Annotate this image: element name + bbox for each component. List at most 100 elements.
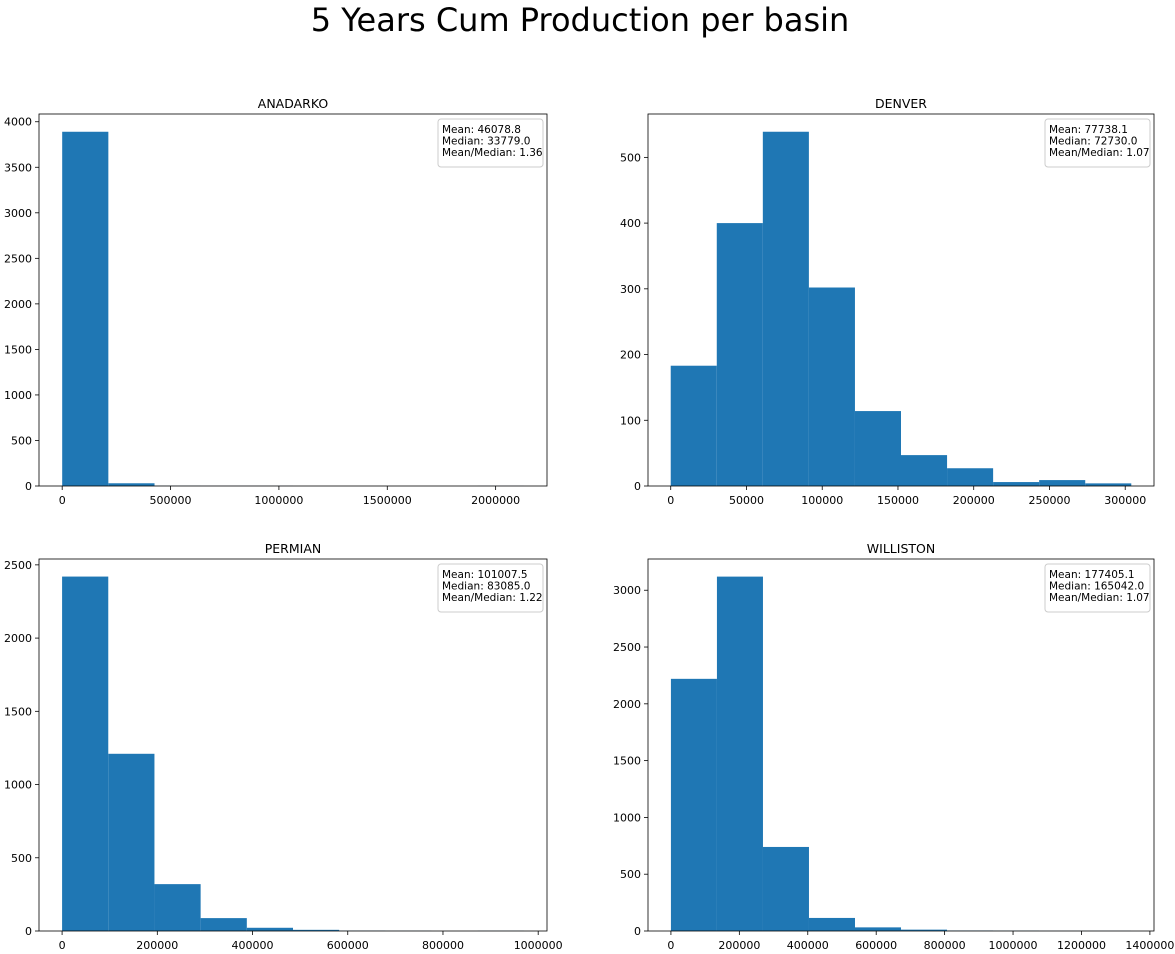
y-tick-label: 2000 — [613, 698, 641, 711]
histogram-bar — [993, 482, 1040, 486]
y-tick-label: 2500 — [4, 252, 32, 265]
subplot-permian: 0 200000 400000 600000 800000 1000000 0 500 1000… — [4, 541, 563, 952]
histogram-bar — [62, 576, 109, 931]
x-tick-label: 1000000 — [514, 939, 563, 952]
subplot-title: DENVER — [875, 96, 927, 111]
y-tick-label: 2500 — [4, 559, 32, 572]
x-tick-label: 200000 — [718, 939, 760, 952]
y-tick-label: 3500 — [4, 161, 32, 174]
stats-legend-box — [437, 118, 544, 168]
x-tick-label: 800000 — [924, 939, 966, 952]
x-tick-label: 0 — [59, 494, 66, 507]
x-tick-label: 600000 — [855, 939, 897, 952]
stats-legend-line: Mean/Median: 1.07 — [1049, 592, 1150, 604]
x-tick-label: 1000000 — [254, 494, 303, 507]
x-tick-label: 300000 — [1104, 494, 1146, 507]
y-tick-label: 1500 — [613, 755, 641, 768]
x-tick-label: 600000 — [327, 939, 369, 952]
subplot-title: WILLISTON — [867, 541, 935, 556]
histogram-bar — [246, 927, 293, 931]
x-tick-label: 50000 — [729, 494, 764, 507]
stats-legend-line: Mean: 77738.1 — [1049, 124, 1128, 136]
y-tick-label: 500 — [620, 151, 641, 164]
y-tick-label: 0 — [634, 925, 641, 938]
stats-legend-line: Mean/Median: 1.07 — [1049, 147, 1150, 159]
x-tick-label: 800000 — [422, 939, 464, 952]
histogram-bar — [670, 678, 717, 931]
stats-legend-box — [1044, 118, 1151, 168]
x-tick-label: 200000 — [136, 939, 178, 952]
histogram-bar — [108, 753, 155, 931]
histogram-bar — [947, 468, 994, 486]
stats-legend-line: Median: 83085.0 — [442, 581, 531, 593]
stats-legend-line: Median: 165042.0 — [1049, 581, 1144, 593]
histogram-bar — [716, 223, 763, 486]
y-tick-label: 500 — [11, 852, 32, 865]
x-tick-label: 0 — [667, 939, 674, 952]
y-tick-label: 3000 — [4, 207, 32, 220]
y-tick-label: 1000 — [4, 779, 32, 792]
y-tick-label: 400 — [620, 217, 641, 230]
x-tick-label: 400000 — [232, 939, 274, 952]
stats-legend-line: Mean: 177405.1 — [1049, 569, 1135, 581]
subplot-title: PERMIAN — [265, 541, 322, 556]
y-tick-label: 0 — [25, 925, 32, 938]
y-tick-label: 100 — [620, 414, 641, 427]
figure-title: 5 Years Cum Production per basin — [310, 1, 850, 39]
x-tick-label: 250000 — [1028, 494, 1070, 507]
histogram-bar — [854, 411, 901, 486]
y-tick-label: 1000 — [4, 389, 32, 402]
histogram-bar — [108, 483, 155, 486]
y-tick-label: 500 — [620, 868, 641, 881]
x-tick-label: 400000 — [787, 939, 829, 952]
x-tick-label: 2000000 — [471, 494, 520, 507]
histogram-bar — [808, 917, 855, 931]
histogram-bar — [808, 287, 855, 486]
histogram-bar — [200, 918, 247, 931]
histogram-bar — [762, 846, 809, 931]
axes-frame — [38, 558, 548, 932]
histogram-bar — [670, 365, 717, 486]
axes-frame — [647, 558, 1155, 932]
y-tick-label: 2500 — [613, 641, 641, 654]
x-tick-label: 1200000 — [1057, 939, 1106, 952]
x-tick-label: 0 — [59, 939, 66, 952]
y-tick-label: 4000 — [4, 116, 32, 129]
subplot-denver: 0 50000 100000 150000 200000 250000 300000 0 100… — [620, 96, 1155, 507]
y-tick-label: 300 — [620, 283, 641, 296]
histogram-bar — [901, 455, 948, 486]
x-tick-label: 500000 — [150, 494, 192, 507]
histogram-bar — [293, 929, 340, 931]
histogram-bar — [62, 131, 109, 486]
subplot-williston: 0 200000 400000 600000 800000 1000000 1200000 1… — [613, 541, 1174, 952]
stats-legend-line: Mean/Median: 1.36 — [442, 147, 543, 159]
y-tick-label: 2000 — [4, 298, 32, 311]
x-tick-label: 1400000 — [1125, 939, 1174, 952]
axes-frame — [647, 113, 1155, 487]
x-tick-label: 150000 — [877, 494, 919, 507]
histogram-bar — [1039, 480, 1086, 486]
x-tick-label: 1500000 — [363, 494, 412, 507]
stats-legend-line: Mean: 101007.5 — [442, 569, 528, 581]
y-tick-label: 0 — [634, 480, 641, 493]
subplot-title: ANADARKO — [258, 96, 329, 111]
histogram-bar — [1085, 483, 1132, 486]
x-tick-label: 100000 — [801, 494, 843, 507]
x-tick-label: 200000 — [953, 494, 995, 507]
y-tick-label: 200 — [620, 349, 641, 362]
y-tick-label: 0 — [25, 480, 32, 493]
x-tick-label: 1000000 — [989, 939, 1038, 952]
stats-legend-line: Mean: 46078.8 — [442, 124, 521, 136]
y-tick-label: 3000 — [613, 584, 641, 597]
y-tick-label: 2000 — [4, 632, 32, 645]
histogram-bar — [716, 576, 763, 931]
histogram-bar — [762, 131, 809, 486]
stats-legend-line: Median: 72730.0 — [1049, 136, 1138, 148]
axes-frame — [38, 113, 548, 487]
y-tick-label: 1500 — [4, 705, 32, 718]
stats-legend-line: Mean/Median: 1.22 — [442, 592, 543, 604]
histogram-bar — [901, 929, 948, 931]
histogram-bar — [154, 884, 201, 931]
stats-legend-box — [1044, 563, 1151, 613]
